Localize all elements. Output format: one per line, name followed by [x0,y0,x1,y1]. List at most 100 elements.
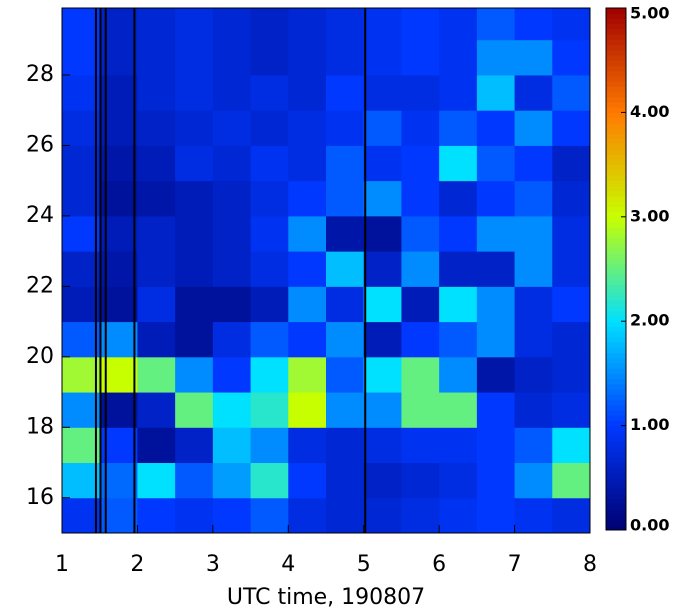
plot-frame [61,7,591,534]
heatmap-cell [326,286,365,323]
colorbar-band [606,180,626,186]
heatmap-cell [476,286,516,323]
heatmap-cell [476,74,516,111]
y-tick-label: 18 [26,414,54,439]
colorbar-tick-label: 2.00 [630,311,669,330]
colorbar-band [606,368,626,374]
heatmap-cell [552,462,591,499]
colorbar-band [606,28,626,35]
heatmap-cell [363,251,402,287]
colorbar-band [606,164,626,171]
x-tick-label: 7 [508,552,522,577]
heatmap-cell [476,497,516,534]
heatmap-cell [401,180,440,217]
heatmap-cell [175,215,214,252]
colorbar-band [606,195,626,202]
heatmap-cell [212,462,252,499]
heatmap-cell [212,110,252,146]
colorbar-band [606,232,626,239]
heatmap-cell [288,392,327,428]
heatmap-cell [363,145,402,182]
heatmap-cell [401,286,440,323]
heatmap-cell [250,215,289,252]
heatmap-cell [175,321,214,358]
heatmap-cell [439,251,478,287]
heatmap-cell [250,286,289,323]
colorbar-band [606,91,626,98]
heatmap-cell [514,110,553,146]
heatmap-cell [175,392,214,428]
heatmap-cell [439,356,478,393]
colorbar-band [606,242,626,249]
colorbar-band [606,190,626,197]
heatmap-cell [62,392,101,428]
colorbar-band [606,456,626,463]
colorbar-band [606,352,626,359]
heatmap-cell [137,110,176,146]
heatmap-cell [137,356,176,393]
colorbar-band [606,138,626,145]
colorbar-frame [605,7,627,531]
heatmap-cell [288,74,327,111]
heatmap-cell [514,321,553,358]
heatmap-cell [363,427,402,464]
heatmap-cell [552,251,591,287]
colorbar-band [606,415,626,421]
heatmap-cell [288,427,327,464]
heatmap-cell [137,74,176,111]
colorbar-tick-label: 5.00 [630,4,669,23]
heatmap-cell [363,356,402,393]
colorbar-band [606,128,626,134]
heatmap-cell [288,110,327,146]
heatmap-cell [250,74,289,111]
heatmap-cell [62,497,101,534]
colorbar-band [606,101,626,108]
heatmap-cell [363,74,402,111]
heatmap-cell [363,110,402,146]
heatmap-cell [326,110,365,146]
heatmap-cell [439,286,478,323]
heatmap-cell [401,427,440,464]
heatmap-cell [137,392,176,428]
heatmap-cell [326,180,365,217]
colorbar-band [606,96,626,103]
colorbar-band [606,284,626,291]
heatmap-cell [175,8,214,41]
heatmap-cell [363,8,402,41]
colorbar-band [606,289,626,296]
colorbar-band [606,383,626,390]
heatmap-cell [439,497,478,534]
heatmap-cell [137,8,176,41]
heatmap-cell [326,321,365,358]
heatmap-cell [514,251,553,287]
x-axis-label: UTC time, 190807 [227,585,425,610]
heatmap-cell [288,215,327,252]
heatmap-cell [363,39,402,76]
heatmap-cell [62,286,101,323]
heatmap-cell [326,462,365,499]
colorbar-band [606,201,626,207]
colorbar-band [606,300,626,307]
heatmap-cell [476,427,516,464]
y-tick-label: 26 [26,132,54,157]
heatmap-cell [62,356,101,393]
colorbar-band [606,54,626,61]
heatmap-cell [326,251,365,287]
colorbar-band [606,373,626,380]
heatmap-cell [62,427,101,464]
heatmap-cell [552,215,591,252]
colorbar-band [606,65,626,72]
heatmap-cell [62,180,101,217]
colorbar-band [606,169,626,176]
colorbar-band [606,175,626,181]
colorbar-band [606,519,626,526]
heatmap-cell [514,356,553,393]
colorbar-band [606,81,626,87]
colorbar-band [606,378,626,385]
heatmap-cell [137,39,176,76]
heatmap-cell [514,215,553,252]
heatmap-cell [401,145,440,182]
heatmap-cell [363,286,402,323]
colorbar-band [606,326,626,333]
colorbar-band [606,49,626,56]
